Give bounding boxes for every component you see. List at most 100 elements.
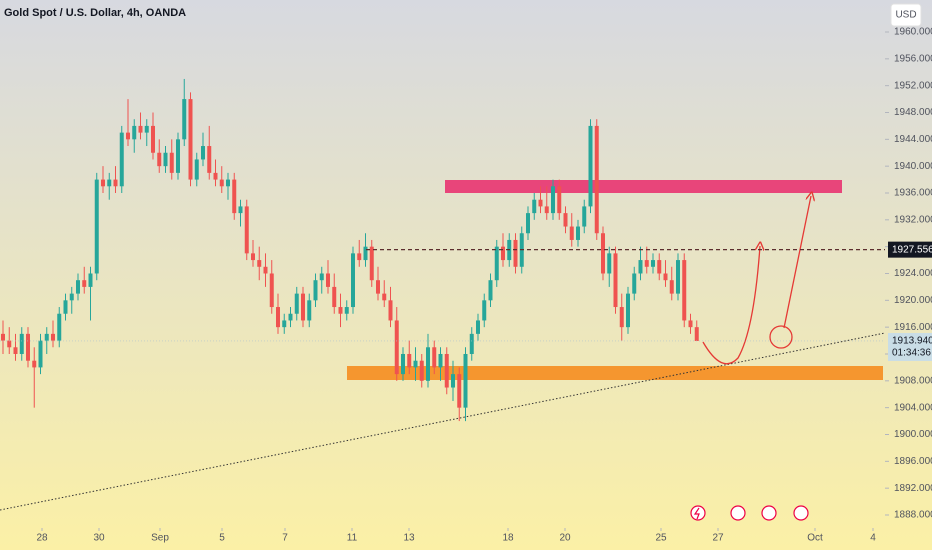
candle-body [669,280,674,294]
candle-body [419,360,424,381]
candle-body [188,99,193,180]
candle-body [176,139,180,173]
candle-body [369,246,374,281]
x-tick-label: 28 [36,533,48,544]
candle-body [644,260,649,267]
candle-body [138,125,143,133]
event-icon-symbol [693,507,700,520]
candle-body [688,320,693,328]
candle-body [638,260,643,274]
candle-body [426,347,430,381]
candle-body [351,253,355,308]
x-tick-label: 20 [559,533,571,544]
event-icon[interactable] [761,505,777,521]
candle-body [338,307,343,314]
candle-body [163,152,168,167]
y-tick-label: 1924.000 [894,268,932,279]
event-icon[interactable] [730,505,746,521]
highlight-circle [769,325,793,349]
candle-body [238,206,243,214]
candle-body [251,253,255,261]
candle-body [107,179,112,187]
resistance-zone [445,180,842,193]
candle-body [57,313,62,341]
candle-body [601,233,605,274]
candle-body [388,300,393,321]
candle-body [532,199,537,214]
candle-body [626,293,630,328]
candle-body [438,353,443,368]
y-tick-label: 1900.000 [894,429,932,440]
candle-body [157,152,162,167]
candle-body [588,125,593,207]
y-tick-label: 1940.000 [894,161,932,172]
candle-body [394,320,399,375]
candle-body [226,179,230,187]
candle-body [407,353,412,368]
candle-body [207,146,212,173]
y-tick-label: 1948.000 [894,107,932,118]
currency-label: USD [895,10,916,21]
candle-body [513,239,518,267]
candle-body [282,320,287,328]
candle-body [501,246,505,261]
y-tick-label: 1896.000 [894,456,932,467]
candle-body [7,340,12,348]
candle-body [288,313,293,321]
y-tick-label: 1944.000 [894,134,932,145]
candle-body [694,327,699,341]
candle-body [382,293,387,301]
x-tick-label: 25 [655,533,667,544]
candle-body [88,273,93,287]
candle-body [582,206,587,227]
candle-body [344,307,349,314]
candle-body [651,260,655,267]
y-tick-label: 1904.000 [894,402,932,413]
candle-body [488,280,493,301]
candle-body [607,253,612,274]
candle-body [44,333,49,341]
y-tick-label: 1932.000 [894,214,932,225]
candle-body [82,280,87,287]
candle-body [26,333,30,361]
x-tick-label: 18 [502,533,514,544]
candle-body [38,340,43,368]
candle-body [538,199,543,207]
candle-body [144,125,149,133]
event-icon[interactable] [793,505,809,521]
candle-body [526,213,530,234]
countdown-label: 01:34:36 [892,348,931,359]
candle-body [432,347,437,368]
x-tick-label: Sep [151,533,169,544]
candle-body [413,360,418,368]
x-tick-label: 13 [403,533,415,544]
x-tick-label: Oct [807,533,823,544]
candle-body [357,253,362,261]
y-tick-label: 1936.000 [894,188,932,199]
currency-button[interactable] [890,3,922,27]
candle-body [257,260,262,267]
candle-body [494,246,499,281]
candle-body [551,186,555,214]
x-tick-label: 4 [870,533,876,544]
event-icons [690,505,809,521]
candle-body [676,260,680,294]
candle-body [307,300,312,321]
candle-body [213,172,218,180]
candle-body [657,260,662,274]
candle-body [563,213,568,227]
y-tick-label: 1960.000 [894,27,932,38]
y-tick-label: 1916.000 [894,322,932,333]
event-icon[interactable] [690,505,706,521]
candle-body [201,146,205,160]
x-tick-label: 5 [219,533,225,544]
candle-body [632,273,637,294]
candle-body [69,293,74,301]
chart-title: Gold Spot / U.S. Dollar, 4h, OANDA [4,7,186,19]
candle-body [476,320,480,334]
candle-body [663,273,668,281]
candle-body [557,186,562,214]
candle-body [276,307,280,328]
candle-body [294,293,299,314]
